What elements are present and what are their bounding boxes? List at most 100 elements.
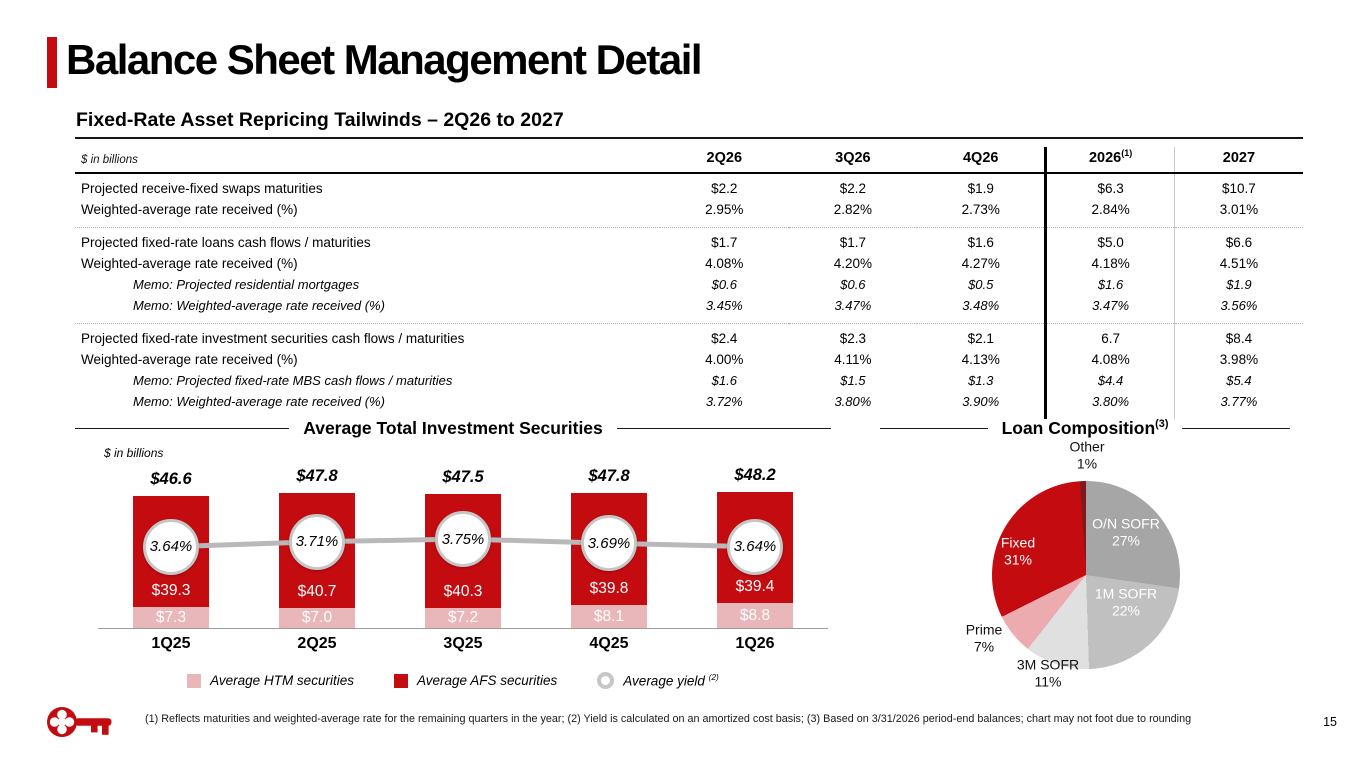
slice-name: Fixed [1000,534,1036,551]
yield-circle-marker: 3.64% [143,518,199,575]
legend-label-yield: Average yield (2) [623,672,719,689]
column-header: 2027 [1173,147,1303,174]
table-cell: 3.45% [705,298,743,314]
bar-total-label: $46.6 [150,470,192,489]
yield-marker-icon [597,672,615,689]
htm-value-label: $7.2 [447,608,479,626]
loan-composition-chart-panel: Loan Composition(3) O/N SOFR 27% 1M SOFR 22… [880,418,1290,718]
column-header: 4Q26 [917,147,1046,174]
footnote-text: (1) Reflects maturities and weighted-ave… [145,713,1192,725]
pie-slice-label: Prime 7% [966,621,1003,654]
table-cell: 4.11% [834,352,872,368]
table-cell: 4.20% [833,256,873,272]
table-cell: 4.13% [961,352,1000,368]
yield-circle-marker: 3.69% [581,515,637,572]
pie-slice-label: Fixed 31% [1001,534,1035,567]
table-cell: 4.00% [705,352,744,368]
table-cell: $6.3 [1044,173,1175,200]
table-cell: $2.2 [839,181,867,197]
htm-bar-segment: $7.0 [279,608,355,628]
repricing-table: $ in billions 2Q26 3Q26 4Q26 2026(1) 2027 Pr… [75,147,1303,419]
yield-value-label: 3.75% [441,530,485,548]
title-accent-bar [47,37,57,88]
table-cell: 3.01% [1173,200,1303,228]
table-cell: 3.77% [1173,392,1303,419]
table-unit-label: $ in billions [75,147,660,174]
slice-name: O/N SOFR [1092,515,1160,532]
table-cell: $1.9 [1173,275,1303,296]
slice-percent: 22% [1111,602,1141,618]
table-row: Projected fixed-rate investment securiti… [75,323,1303,350]
slice-percent: 1% [1076,455,1098,471]
slice-name: 1M SOFR [1094,585,1158,602]
table-section: Projected fixed-rate investment securiti… [75,323,1303,419]
htm-value-label: $8.8 [739,606,771,624]
bar-chart-unit-label: $ in billions [104,446,164,460]
table-cell: 3.48% [962,298,1000,314]
row-label: Projected receive-fixed swaps maturities [81,181,323,197]
afs-value-label: $39.4 [735,578,775,596]
category-axis-label: 3Q25 [443,635,483,652]
table-row: Memo: Weighted-average rate received (%)… [75,296,1303,324]
legend-label-htm: Average HTM securities [210,673,354,688]
bar-column: $47.8 $39.8 $8.1 3.69% 4Q25 [536,455,682,652]
table-cell: 2.82% [833,202,873,218]
table-cell: $5.0 [1044,227,1175,254]
table-row: Memo: Projected residential mortgages $0.… [75,275,1303,296]
table-cell: $1.3 [968,373,994,389]
htm-bar-segment: $7.3 [133,607,209,628]
category-axis-label: 4Q25 [589,635,629,652]
bar-chart-title: Average Total Investment Securities [303,418,603,438]
row-label: Memo: Projected residential mortgages [133,277,360,293]
table-row: Weighted-average rate received (%) 2.95% 2… [75,200,1303,228]
bar-total-label: $47.5 [442,467,484,486]
legend-item-yield: Average yield (2) [597,672,719,689]
table-cell: 3.47% [1044,296,1175,324]
htm-bar-segment: $8.1 [571,605,647,628]
slice-percent: 7% [973,638,995,654]
legend-item-htm: Average HTM securities [187,673,354,688]
slice-percent: 31% [1003,551,1033,567]
table-cell: $0.6 [711,277,737,293]
bar-total-label: $47.8 [296,466,338,485]
pie-slice-label: O/N SOFR 27% [1092,515,1160,548]
table-cell: $1.5 [840,373,866,389]
bar-column: $46.6 $39.3 $7.3 3.64% 1Q25 [98,455,244,652]
htm-value-label: $7.3 [155,608,187,626]
pie-slice-label: Other 1% [1069,438,1104,471]
yield-circle-marker: 3.75% [435,511,491,567]
bar-total-label: $48.2 [734,465,776,484]
row-label: Memo: Projected fixed-rate MBS cash flow… [133,373,453,389]
table-cell: 3.72% [705,394,743,410]
table-cell: 4.08% [705,256,744,272]
table-cell: $2.3 [788,323,918,350]
bar-chart-legend: Average HTM securities Average AFS secur… [75,672,831,689]
row-label: Memo: Weighted-average rate received (%) [133,394,385,410]
title-rule-right [1182,428,1290,429]
bar-column: $47.5 $40.3 $7.2 3.75% 3Q25 [390,455,536,652]
table-row: Weighted-average rate received (%) 4.08% 4… [75,254,1303,275]
table-cell: $5.4 [1173,371,1303,392]
table-cell: 4.27% [961,256,1000,272]
table-cell: 6.7 [1044,323,1175,350]
table-cell: $8.4 [1173,323,1303,350]
pie-chart-title-row: Loan Composition(3) [880,418,1290,439]
afs-value-label: $39.3 [151,582,191,600]
afs-value-label: $40.7 [297,583,337,601]
table-cell: $1.9 [967,181,994,197]
table-cell: $1.7 [788,227,918,254]
keybank-key-logo [47,707,112,737]
subtitle-underline [75,137,1303,139]
table-cell: $1.6 [711,373,737,389]
table-cell: $2.2 [711,181,738,197]
bar-chart-title-row: Average Total Investment Securities [75,418,831,439]
htm-bar-segment: $8.8 [717,603,793,628]
yield-value-label: 3.71% [295,533,339,551]
section-subtitle: Fixed-Rate Asset Repricing Tailwinds – 2… [76,109,564,131]
page-title: Balance Sheet Management Detail [66,36,703,83]
legend-label-afs: Average AFS securities [416,673,558,688]
row-label: Projected fixed-rate investment securiti… [75,323,660,350]
htm-value-label: $8.1 [593,607,625,625]
category-axis-label: 1Q26 [735,635,775,652]
slice-percent: 27% [1111,532,1141,548]
